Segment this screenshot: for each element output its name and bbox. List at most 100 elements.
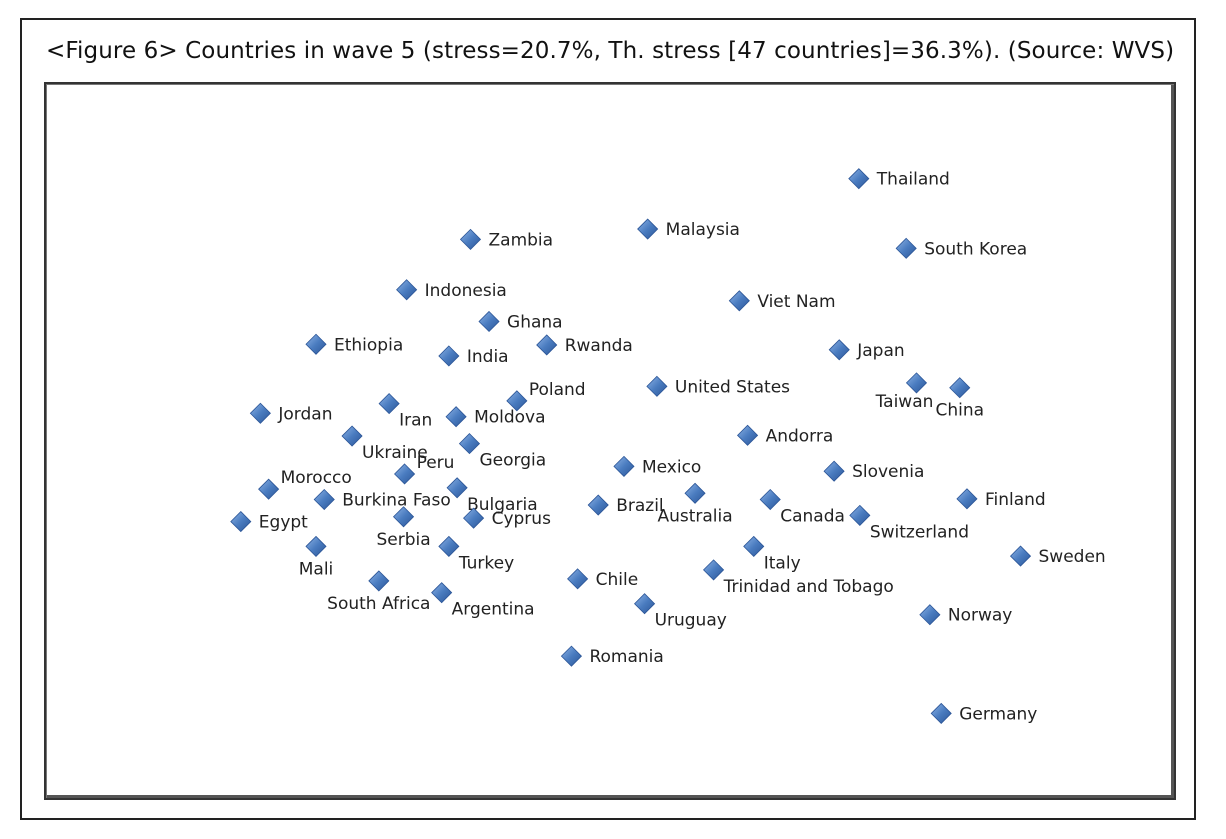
- point-marker: [613, 455, 635, 477]
- point-marker: [956, 488, 978, 510]
- point-label: Norway: [948, 606, 1013, 626]
- point-label: Mexico: [642, 457, 701, 477]
- point-marker: [458, 433, 481, 455]
- data-point-thailand: Thailand: [848, 168, 950, 190]
- point-label: Australia: [657, 506, 732, 526]
- data-point-norway: Norway: [919, 604, 1013, 626]
- point-label: Switzerland: [870, 522, 969, 542]
- point-label: Brazil: [616, 496, 663, 516]
- point-marker: [396, 279, 418, 301]
- data-point-egypt: Egypt: [230, 511, 308, 533]
- data-point-mali: Mali: [299, 535, 333, 579]
- point-label: Ghana: [507, 312, 563, 332]
- point-marker: [506, 390, 528, 412]
- point-marker: [445, 406, 467, 428]
- point-marker: [737, 424, 759, 446]
- point-label: Serbia: [376, 530, 430, 550]
- data-point-indonesia: Indonesia: [396, 279, 507, 301]
- data-point-andorra: Andorra: [737, 424, 834, 446]
- point-label: Uruguay: [655, 611, 727, 631]
- point-marker: [849, 504, 871, 526]
- point-label: Burkina Faso: [342, 491, 450, 511]
- data-point-finland: Finland: [956, 488, 1046, 510]
- point-label: United States: [675, 377, 790, 397]
- point-label: Germany: [959, 704, 1037, 724]
- data-point-rwanda: Rwanda: [536, 334, 633, 356]
- point-marker: [930, 702, 952, 724]
- point-label: Georgia: [479, 451, 546, 471]
- data-point-chile: Chile: [567, 568, 639, 590]
- plot-area: [44, 82, 1176, 800]
- data-point-iran: Iran: [378, 393, 432, 431]
- data-point-morocco: Morocco: [258, 468, 352, 500]
- data-point-trinidad-and-tobago: Trinidad and Tobago: [703, 559, 894, 597]
- point-marker: [249, 402, 271, 424]
- data-point-viet-nam: Viet Nam: [728, 290, 836, 312]
- point-marker: [230, 511, 252, 533]
- point-label: Argentina: [452, 600, 535, 620]
- point-marker: [313, 488, 335, 511]
- point-marker: [305, 333, 327, 355]
- point-label: Romania: [589, 647, 663, 667]
- point-marker: [637, 218, 659, 240]
- point-label: Ethiopia: [334, 335, 403, 355]
- data-point-australia: Australia: [657, 482, 733, 526]
- point-marker: [1009, 545, 1032, 567]
- point-marker: [684, 482, 706, 504]
- point-marker: [895, 237, 917, 259]
- point-marker: [567, 568, 589, 590]
- point-label: Trinidad and Tobago: [723, 577, 894, 597]
- point-label: Turkey: [458, 553, 514, 573]
- point-label: Sweden: [1039, 547, 1106, 567]
- point-label: Andorra: [766, 426, 834, 446]
- point-marker: [378, 393, 400, 415]
- point-marker: [305, 535, 327, 557]
- point-marker: [394, 463, 416, 485]
- data-point-burkina-faso: Burkina Faso: [313, 488, 451, 511]
- point-marker: [341, 425, 363, 447]
- data-point-switzerland: Switzerland: [849, 504, 969, 542]
- data-point-poland: Poland: [506, 380, 586, 412]
- data-point-brazil: Brazil: [587, 494, 664, 516]
- point-label: Slovenia: [852, 462, 924, 482]
- data-point-ghana: Ghana: [478, 310, 563, 332]
- point-marker: [536, 334, 558, 356]
- point-label: Ukraine: [362, 443, 428, 463]
- data-point-peru: Peru: [394, 453, 454, 485]
- data-point-georgia: Georgia: [458, 433, 546, 471]
- point-label: Rwanda: [565, 336, 633, 356]
- point-label: Jordan: [277, 404, 332, 424]
- data-point-ethiopia: Ethiopia: [305, 333, 403, 355]
- point-label: Viet Nam: [757, 292, 835, 312]
- data-point-south-korea: South Korea: [895, 237, 1027, 259]
- data-point-moldova: Moldova: [445, 406, 546, 428]
- data-point-ukraine: Ukraine: [341, 425, 428, 463]
- data-point-india: India: [438, 345, 509, 367]
- point-marker: [728, 290, 750, 312]
- point-label: Chile: [596, 570, 639, 590]
- point-marker: [258, 478, 280, 500]
- data-point-jordan: Jordan: [249, 402, 332, 424]
- point-marker: [438, 345, 460, 367]
- data-point-cyprus: Cyprus: [463, 507, 551, 529]
- point-label: South Africa: [327, 594, 430, 614]
- point-label: Taiwan: [875, 392, 934, 412]
- point-marker: [743, 535, 765, 557]
- point-marker: [392, 506, 415, 528]
- point-label: China: [935, 401, 984, 421]
- data-point-united-states: United States: [646, 375, 790, 397]
- data-point-sweden: Sweden: [1009, 545, 1106, 567]
- point-marker: [828, 339, 850, 361]
- point-label: Japan: [856, 341, 904, 361]
- point-label: Egypt: [259, 513, 308, 533]
- point-marker: [703, 559, 725, 581]
- point-marker: [905, 372, 928, 394]
- point-label: India: [467, 347, 509, 367]
- point-marker: [560, 645, 583, 667]
- data-point-romania: Romania: [560, 645, 664, 667]
- point-label: South Korea: [924, 239, 1027, 259]
- point-label: Italy: [764, 553, 801, 573]
- data-point-taiwan: Taiwan: [875, 372, 934, 412]
- figure-caption: <Figure 6> Countries in wave 5 (stress=2…: [46, 38, 1175, 64]
